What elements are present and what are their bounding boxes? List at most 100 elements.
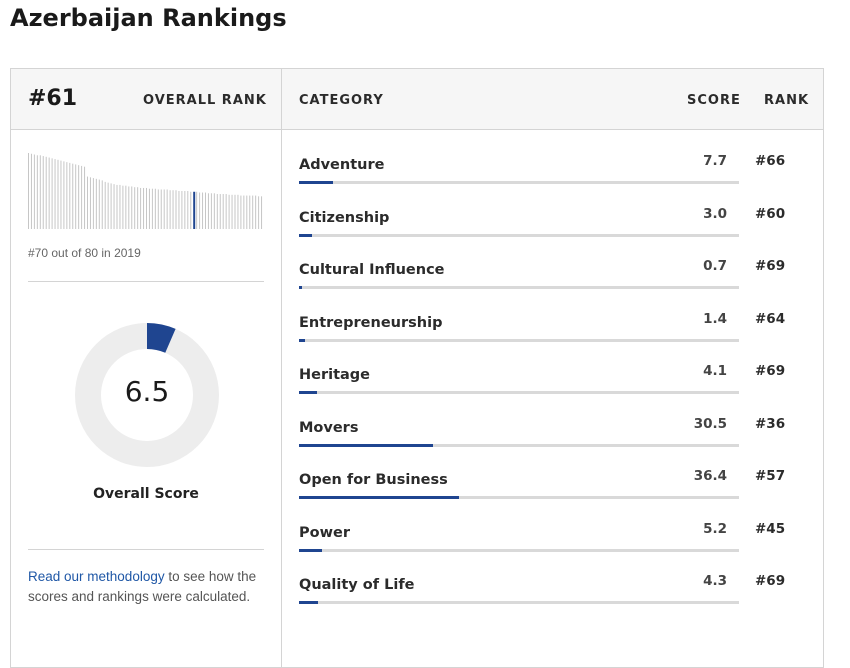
sparkline-bar xyxy=(28,153,29,229)
sparkline-bar xyxy=(151,188,153,229)
sparkline-bar xyxy=(116,184,118,229)
rank-history-caption: #70 out of 80 in 2019 xyxy=(28,246,141,260)
sparkline-bar xyxy=(87,176,88,229)
sparkline-bar xyxy=(148,188,150,229)
category-row: Adventure 7.7 #66 xyxy=(299,153,819,205)
methodology-note: Read our methodology to see how the scor… xyxy=(28,567,268,607)
sparkline-bar xyxy=(196,191,198,229)
score-bar-track xyxy=(299,181,739,184)
sparkline-bar xyxy=(98,179,100,229)
category-row: Heritage 4.1 #69 xyxy=(299,363,819,415)
category-row: Entrepreneurship 1.4 #64 xyxy=(299,311,819,363)
sparkline-bar xyxy=(57,159,59,229)
sparkline-bar xyxy=(157,189,159,229)
category-rank: #60 xyxy=(755,205,786,222)
score-bar-fill xyxy=(299,496,460,499)
category-score: 4.1 xyxy=(703,363,727,379)
sparkline-bar xyxy=(252,195,254,229)
score-bar-fill xyxy=(299,443,434,447)
score-bar-track xyxy=(299,548,739,552)
methodology-link[interactable]: Read our methodology xyxy=(28,569,165,584)
category-name: Movers xyxy=(299,419,359,436)
category-name: Entrepreneurship xyxy=(299,314,443,331)
score-bar-fill xyxy=(299,601,318,604)
overall-score-value: 6.5 xyxy=(124,375,170,408)
overall-rank-label: OVERALL RANK xyxy=(143,93,267,108)
sparkline-bar xyxy=(143,187,145,229)
category-rank: #69 xyxy=(755,573,786,589)
category-column-header: CATEGORY xyxy=(299,93,384,108)
sparkline-bar xyxy=(128,186,130,229)
sparkline-bar xyxy=(160,189,162,229)
overall-score-label: Overall Score xyxy=(93,486,199,502)
category-score: 36.4 xyxy=(693,468,727,484)
sparkline-bar xyxy=(110,183,112,229)
sparkline-bar xyxy=(249,195,251,229)
sparkline-bar xyxy=(234,194,236,229)
category-score: 30.5 xyxy=(693,415,727,432)
category-name: Quality of Life xyxy=(299,577,415,593)
sparkline-bar xyxy=(237,194,239,229)
sparkline-bar xyxy=(92,178,94,229)
sparkline-bar xyxy=(119,184,121,229)
category-name: Power xyxy=(299,524,350,541)
sparkline-bar xyxy=(146,187,147,229)
category-score: 1.4 xyxy=(703,310,727,327)
sparkline-bar xyxy=(219,194,221,229)
score-bar-track xyxy=(299,233,739,237)
sparkline-bar xyxy=(104,181,106,229)
page-title: Azerbaijan Rankings xyxy=(10,4,287,32)
sparkline-bar xyxy=(202,192,204,229)
sparkline-bar xyxy=(213,193,215,229)
category-rank: #57 xyxy=(755,468,786,484)
column-divider xyxy=(281,69,282,667)
sparkline-bar xyxy=(36,155,38,229)
category-score: 3.0 xyxy=(703,205,727,222)
overall-score-donut xyxy=(75,323,219,467)
sparkline-bar xyxy=(33,154,35,229)
category-row: Open for Business 36.4 #57 xyxy=(299,468,819,520)
sparkline-bar xyxy=(125,185,127,229)
sparkline-bar xyxy=(255,195,257,229)
sparkline-bar-current xyxy=(193,191,196,229)
divider xyxy=(28,549,264,550)
sparkline-bar xyxy=(231,194,233,229)
category-row: Cultural Influence 0.7 #69 xyxy=(299,258,819,310)
sparkline-bar xyxy=(72,163,74,229)
sparkline-bar xyxy=(134,187,136,229)
category-rank: #66 xyxy=(755,153,786,169)
rank-column-header: RANK xyxy=(764,93,810,108)
rank-history-sparkline xyxy=(28,153,263,229)
category-name: Adventure xyxy=(299,157,385,173)
score-bar-track xyxy=(299,391,739,394)
sparkline-bar xyxy=(54,159,56,229)
sparkline-bar xyxy=(246,195,248,229)
sparkline-bar xyxy=(78,165,80,229)
category-score: 7.7 xyxy=(703,153,727,169)
table-header xyxy=(11,69,823,130)
sparkline-bar xyxy=(48,157,50,229)
score-bar-fill xyxy=(299,548,322,552)
sparkline-bar xyxy=(122,185,124,229)
sparkline-bar xyxy=(75,164,77,229)
sparkline-bar xyxy=(225,194,227,229)
sparkline-bar xyxy=(207,193,209,229)
sparkline-bar xyxy=(42,156,44,229)
sparkline-bar xyxy=(66,162,68,229)
sparkline-bar xyxy=(140,187,142,229)
score-bar-track xyxy=(299,496,739,499)
score-column-header: SCORE xyxy=(687,93,741,108)
category-score: 4.3 xyxy=(703,573,727,589)
sparkline-bar xyxy=(60,160,62,229)
sparkline-bar xyxy=(261,196,263,229)
sparkline-bar xyxy=(107,182,109,229)
sparkline-bar xyxy=(210,193,212,229)
category-row: Quality of Life 4.3 #69 xyxy=(299,573,819,625)
rankings-panel: #61 OVERALL RANK CATEGORY SCORE RANK #70… xyxy=(10,68,824,668)
sparkline-bar xyxy=(154,188,156,229)
sparkline-bar xyxy=(63,161,65,229)
category-rank: #36 xyxy=(755,415,786,432)
sparkline-bar xyxy=(163,189,165,229)
category-name: Cultural Influence xyxy=(299,262,445,278)
overall-rank-value: #61 xyxy=(28,86,78,111)
